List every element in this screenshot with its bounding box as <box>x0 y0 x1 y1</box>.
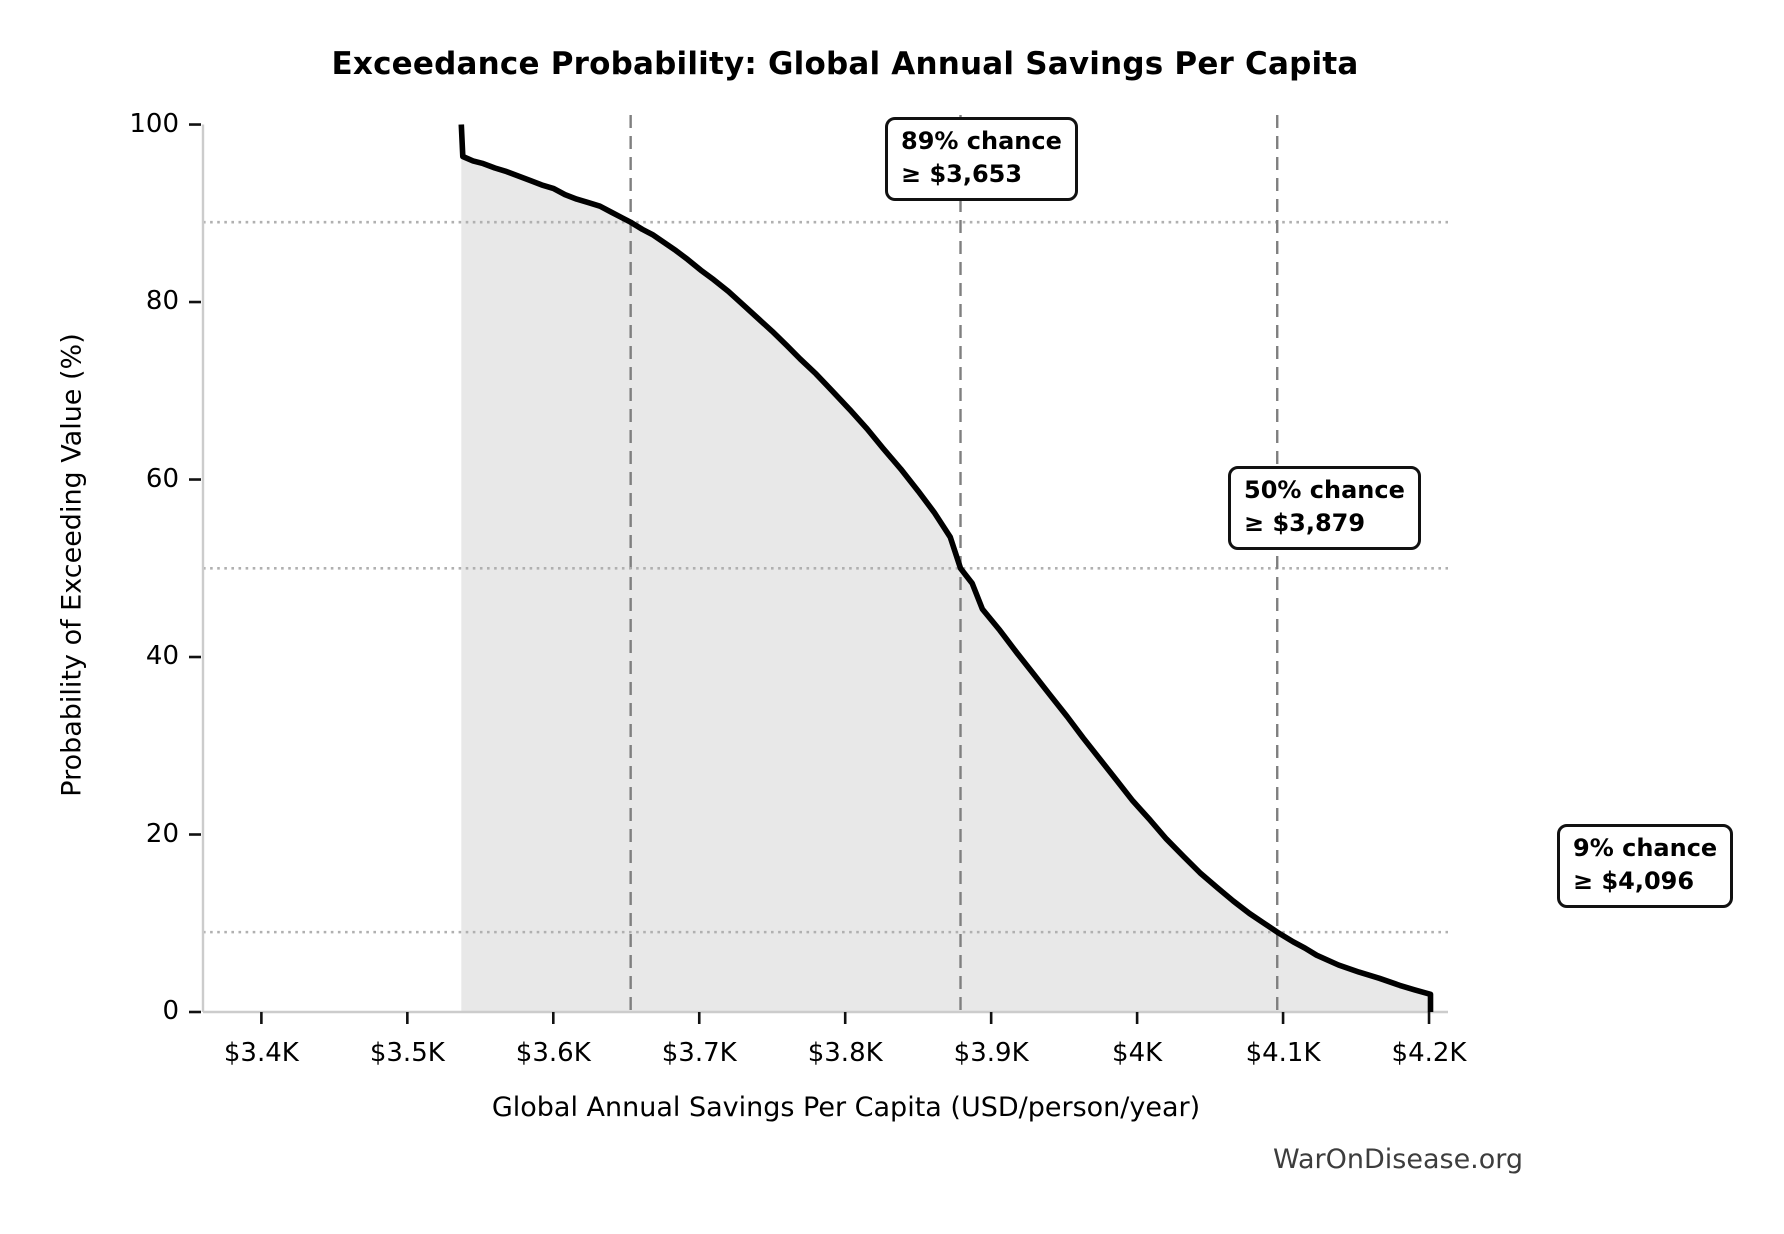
x-tick-label: $3.9K <box>953 1038 1029 1068</box>
annotation-9-percent: 9% chance ≥ $4,096 <box>1557 824 1734 909</box>
x-tick-label: $3.4K <box>223 1038 299 1068</box>
x-tick-label: $3.5K <box>369 1038 445 1068</box>
annotation-89-line1: 89% chance <box>901 127 1062 155</box>
x-tick-label: $4.2K <box>1391 1038 1467 1068</box>
annotation-50-line2: ≥ $3,879 <box>1244 509 1366 538</box>
x-tick-label: $4.1K <box>1245 1038 1321 1068</box>
watermark-text: WarOnDisease.org <box>1273 1144 1524 1175</box>
plot-area <box>189 115 1448 1024</box>
y-tick-label: 80 <box>145 286 179 317</box>
y-axis-label: Probability of Exceeding Value (%) <box>56 333 88 797</box>
y-tick-label: 20 <box>145 818 179 849</box>
annotation-9-line1: 9% chance <box>1573 834 1718 862</box>
y-tick-label: 40 <box>145 641 179 671</box>
y-tick-label: 60 <box>145 463 179 494</box>
annotation-50-percent: 50% chance ≥ $3,879 <box>1228 466 1421 551</box>
x-tick-label: $3.6K <box>515 1038 591 1068</box>
x-tick-label: $3.8K <box>807 1038 883 1068</box>
annotation-50-line1: 50% chance <box>1244 476 1405 504</box>
y-tick-label: 0 <box>162 996 179 1026</box>
annotation-89-line2: ≥ $3,653 <box>901 160 1023 189</box>
annotation-9-line2: ≥ $4,096 <box>1573 867 1695 896</box>
x-tick-label: $3.7K <box>661 1038 737 1068</box>
area-fill <box>461 124 1431 1012</box>
annotation-89-percent: 89% chance ≥ $3,653 <box>885 117 1078 202</box>
chart-title: Exceedance Probability: Global Annual Sa… <box>331 46 1359 82</box>
exceedance-curve <box>458 124 1434 1012</box>
x-tick-label: $4K <box>1112 1038 1163 1068</box>
x-axis-label: Global Annual Savings Per Capita (USD/pe… <box>491 1092 1201 1123</box>
y-tick-label: 100 <box>129 108 179 139</box>
